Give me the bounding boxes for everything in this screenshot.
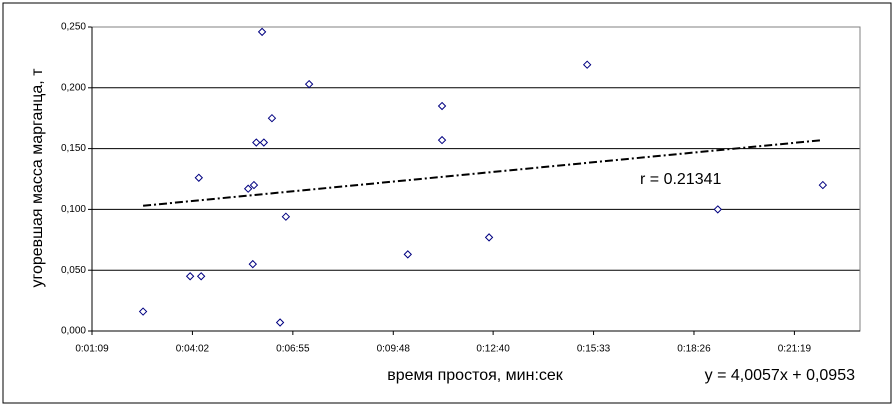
- data-point: [252, 138, 261, 147]
- data-point: [243, 184, 253, 193]
- data-point: [713, 205, 722, 214]
- y-axis-label: угоревшая масса марганца, т: [29, 68, 46, 288]
- y-tick-label: 0,000: [61, 326, 86, 337]
- data-point: [185, 272, 195, 281]
- data-point: [248, 259, 258, 269]
- data-point: [275, 318, 285, 327]
- data-point: [257, 27, 267, 37]
- y-tick-label: 0,050: [61, 265, 86, 276]
- x-tick-label: 0:09:48: [377, 344, 411, 355]
- data-point: [818, 180, 828, 190]
- data-point: [403, 250, 412, 259]
- data-point: [437, 101, 447, 111]
- data-point: [437, 135, 447, 145]
- data-point: [484, 233, 494, 242]
- x-tick-label: 0:06:55: [276, 344, 310, 355]
- annotation: r = 0.21341: [640, 171, 722, 188]
- data-point: [281, 212, 291, 221]
- chart-border: [2, 2, 892, 404]
- y-tick-label: 0,200: [61, 82, 86, 93]
- data-point: [582, 60, 592, 69]
- annotation: y = 4,0057x + 0,0953: [705, 367, 855, 384]
- x-tick-label: 0:12:40: [476, 344, 510, 355]
- x-tick-label: 0:21:19: [778, 344, 812, 355]
- trendline: [142, 139, 823, 207]
- y-tick-label: 0,100: [61, 204, 86, 215]
- x-tick-label: 0:01:09: [75, 344, 109, 355]
- data-point: [267, 113, 277, 123]
- data-point: [196, 272, 206, 281]
- data-point: [194, 173, 204, 182]
- y-tick-label: 0,250: [61, 22, 86, 33]
- x-tick-label: 0:15:33: [577, 344, 611, 355]
- data-point: [249, 180, 259, 190]
- data-point: [259, 138, 269, 147]
- data-point: [304, 79, 314, 89]
- data-point: [138, 307, 148, 316]
- y-tick-label: 0,150: [61, 143, 86, 154]
- x-tick-label: 0:18:26: [677, 344, 711, 355]
- x-axis-label: время простоя, мин:сек: [387, 367, 564, 384]
- x-tick-label: 0:04:02: [176, 344, 210, 355]
